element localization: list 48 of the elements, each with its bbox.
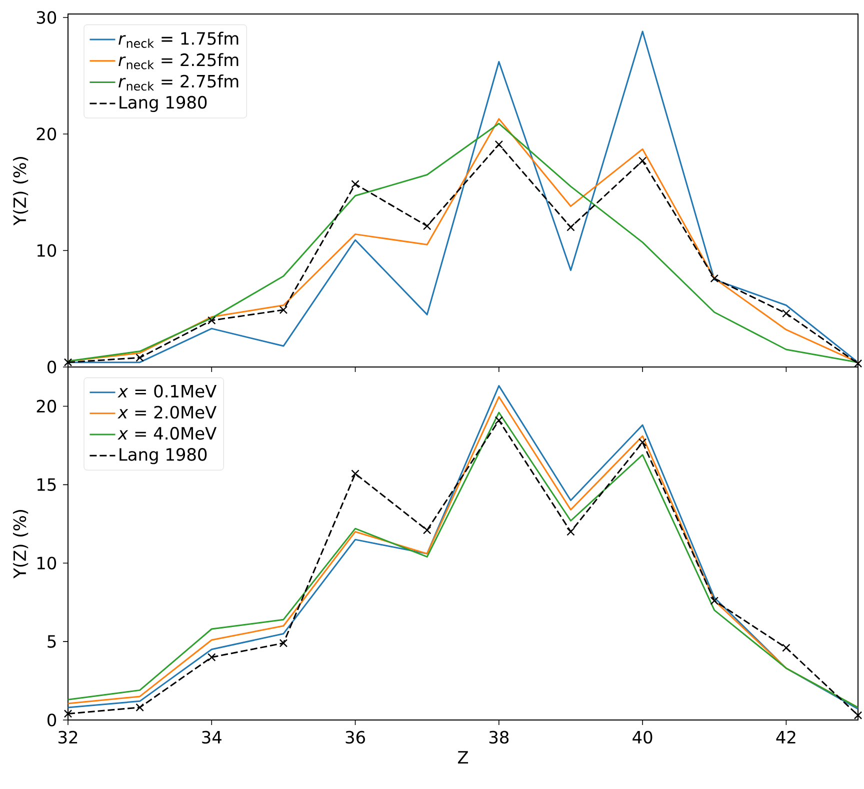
x-tick-label: 42 bbox=[776, 730, 796, 744]
point bbox=[566, 528, 575, 536]
point bbox=[638, 438, 647, 446]
point bbox=[279, 639, 288, 648]
point bbox=[494, 416, 504, 424]
legend-label: Lang 1980 bbox=[120, 448, 207, 464]
legend-label: x = 4.0MeV bbox=[118, 426, 217, 440]
x-tick-label: 34 bbox=[202, 730, 222, 744]
legend-label: Lang 1980 bbox=[120, 96, 207, 112]
point bbox=[638, 156, 647, 165]
y-tick-label: 10 bbox=[37, 244, 56, 257]
point bbox=[710, 274, 718, 283]
y-tick-label: 30 bbox=[36, 11, 56, 24]
point bbox=[494, 140, 504, 149]
y-tick-label: 0 bbox=[48, 714, 56, 726]
x-tick-label: 38 bbox=[489, 730, 509, 744]
x-tick-label: 40 bbox=[632, 730, 652, 744]
point bbox=[208, 653, 216, 662]
y-axis-title: Y(Z) (%) bbox=[13, 157, 28, 226]
point bbox=[710, 596, 718, 605]
x-tick-label: 32 bbox=[58, 730, 78, 744]
point bbox=[854, 359, 862, 368]
point bbox=[208, 316, 216, 325]
y-tick-label: 5 bbox=[48, 635, 56, 648]
legend-label: x = 2.0MeV bbox=[118, 406, 217, 419]
legend-label: r$_{neck}$ = 1.75fm bbox=[118, 32, 238, 48]
y-tick-label: 20 bbox=[36, 128, 56, 140]
point bbox=[566, 223, 575, 232]
legend-label: r$_{neck}$ = 2.25fm bbox=[118, 53, 238, 70]
y-tick-label: 0 bbox=[48, 360, 56, 374]
point bbox=[136, 354, 144, 362]
x-tick-label: 36 bbox=[346, 730, 365, 744]
legend-label: r$_{neck}$ = 2.75fm bbox=[118, 74, 238, 91]
point bbox=[422, 526, 432, 534]
point bbox=[854, 711, 862, 720]
point bbox=[422, 222, 432, 230]
point bbox=[351, 180, 360, 188]
y-tick-label: 15 bbox=[37, 478, 56, 491]
point bbox=[782, 644, 790, 652]
point bbox=[136, 703, 144, 712]
legend-label: x = 0.1MeV bbox=[118, 384, 217, 398]
y-tick-label: 20 bbox=[36, 400, 56, 413]
y-tick-label: 10 bbox=[37, 556, 56, 570]
x-axis-title: Z bbox=[458, 751, 468, 764]
point bbox=[351, 470, 360, 478]
y-axis-title: Y(Z) (%) bbox=[13, 510, 28, 578]
point bbox=[279, 306, 288, 314]
point bbox=[782, 309, 790, 318]
